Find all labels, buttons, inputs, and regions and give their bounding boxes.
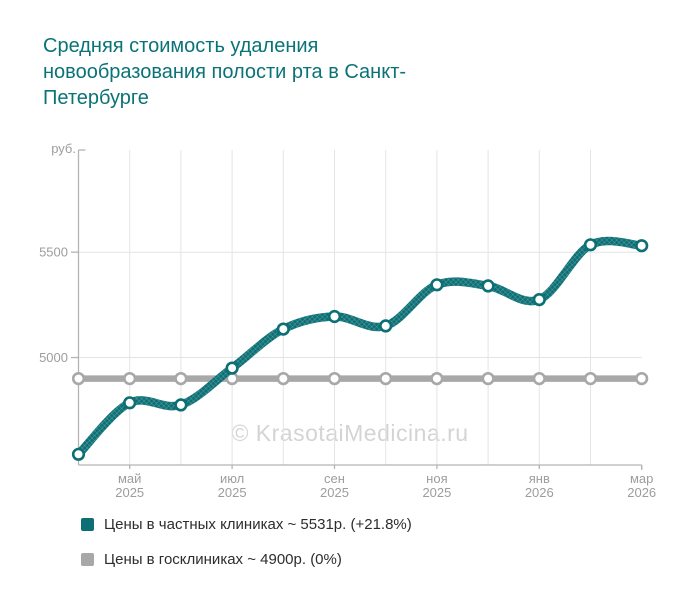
series-private-clinics (71, 236, 649, 461)
data-point-marker-private-clinics (532, 293, 546, 307)
x-tick-label-year: 2025 (218, 485, 247, 500)
x-tick-label-month: сен (324, 471, 345, 486)
data-point-marker-private-clinics (379, 319, 393, 333)
chart-title: Средняя стоимость удаления новообразован… (43, 35, 407, 109)
series-state-clinics (71, 372, 649, 386)
data-point-marker-private-clinics (583, 238, 598, 252)
x-tick-label-month: май (118, 471, 141, 486)
x-tick-label-year: 2025 (115, 485, 144, 500)
y-tick-label: 5500 (39, 245, 68, 260)
data-point-marker-state-clinics (532, 372, 546, 386)
data-point-marker-private-clinics (327, 309, 342, 324)
data-point-marker-state-clinics (123, 372, 137, 386)
data-point-marker-state-clinics (276, 372, 290, 386)
gridlines (78, 150, 642, 465)
x-tick-label-month: янв (529, 471, 550, 486)
data-point-marker-private-clinics (225, 361, 239, 375)
x-tick-label-year: 2026 (627, 485, 656, 500)
legend: Цены в частных клиниках ~ 5531р. (+21.8%… (81, 515, 412, 585)
x-tick-label-month: июл (220, 471, 244, 486)
x-tick-label-year: 2025 (320, 485, 349, 500)
x-tick-label-year: 2025 (422, 485, 451, 500)
data-point-marker-state-clinics (583, 372, 598, 386)
legend-swatch-state-clinics (81, 553, 94, 566)
axis-labels: руб.50005500май2025июл2025сен2025ноя2025… (39, 141, 656, 500)
data-point-marker-private-clinics (174, 398, 188, 412)
data-point-marker-private-clinics (481, 279, 495, 293)
x-tick-label-month: мар (630, 471, 653, 486)
data-point-marker-state-clinics (379, 372, 393, 386)
x-tick-label-month: ноя (426, 471, 447, 486)
data-point-marker-private-clinics (123, 396, 137, 410)
data-point-marker-state-clinics (635, 372, 649, 386)
data-point-marker-private-clinics (635, 239, 649, 253)
legend-swatch-private-clinics (81, 518, 94, 531)
series-line-private-clinics (74, 236, 646, 459)
data-point-marker-state-clinics (481, 372, 495, 386)
data-point-marker-state-clinics (327, 372, 342, 386)
legend-label-state-clinics: Цены в госклиниках ~ 4900р. (0%) (104, 551, 342, 568)
watermark: © KrasotaiMedicina.ru (231, 420, 469, 446)
axes (71, 149, 643, 470)
data-point-marker-state-clinics (71, 372, 86, 386)
legend-item-private-clinics: Цены в частных клиниках ~ 5531р. (+21.8%… (81, 515, 412, 534)
y-axis-unit-label: руб. (51, 141, 76, 156)
data-point-marker-state-clinics (174, 372, 188, 386)
data-point-marker-state-clinics (430, 372, 444, 386)
data-point-marker-private-clinics (276, 322, 290, 336)
data-point-marker-private-clinics (71, 447, 86, 461)
x-tick-label-year: 2026 (525, 485, 554, 500)
legend-item-state-clinics: Цены в госклиниках ~ 4900р. (0%) (81, 550, 412, 569)
data-point-marker-private-clinics (430, 278, 444, 292)
legend-label-private-clinics: Цены в частных клиниках ~ 5531р. (+21.8%… (104, 516, 412, 533)
y-tick-label: 5000 (39, 350, 68, 365)
